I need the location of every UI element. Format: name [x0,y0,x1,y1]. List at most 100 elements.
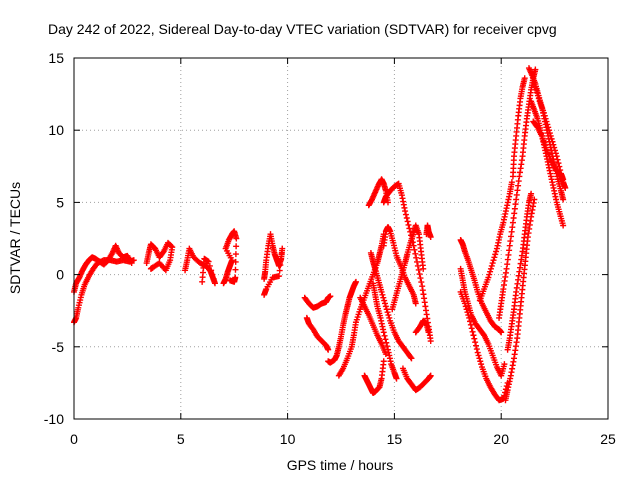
data-point [533,86,540,93]
data-point [382,351,389,358]
data-point [545,124,552,131]
y-tick-label: 10 [48,122,64,138]
data-point [425,329,432,336]
data-point [552,150,559,157]
data-point [477,358,484,365]
data-point [491,254,498,261]
x-tick-label: 25 [600,431,616,447]
data-point [470,332,477,339]
data-point [232,266,239,273]
data-point [379,291,386,298]
data-point [382,336,389,343]
x-tick-label: 10 [280,431,296,447]
data-point [199,278,206,285]
data-point [551,144,558,151]
data-point [427,372,434,379]
data-point [468,325,475,332]
data-point [472,339,479,346]
y-tick-labels: -10 -5 0 5 10 15 [44,50,64,427]
x-tick-label: 15 [387,431,403,447]
data-point [380,294,387,301]
data-point [532,66,539,73]
data-point [474,349,481,356]
data-point [416,271,423,278]
x-axis-label: GPS time / hours [287,457,394,473]
data-point [232,251,239,258]
data-point [206,262,213,269]
data-point [261,291,268,298]
data-point [427,234,434,241]
data-point [486,271,493,278]
data-point [562,184,569,191]
data-point [381,297,388,304]
data-point [469,328,476,335]
data-point [411,246,418,253]
data-point [276,267,283,274]
data-point [211,280,218,287]
data-point [384,309,391,316]
data-point [403,214,410,221]
data-point [463,306,470,313]
data-point [492,251,499,258]
data-point [412,250,419,257]
data-point [412,300,419,307]
data-point [418,279,425,286]
data-point [471,335,478,342]
data-point [549,138,556,145]
y-axis-label: SDTVAR / TECUs [7,182,23,294]
data-point [385,312,392,319]
y-tick-label: -10 [44,411,64,427]
data-point [467,321,474,328]
data-point [541,112,548,119]
data-point [406,225,413,232]
data-point [488,262,495,269]
data-point [543,118,550,125]
data-point [534,89,541,96]
data-point [556,163,563,170]
data-point [407,354,414,361]
data-point [475,352,482,359]
data-point [464,309,471,316]
axis-ticks [73,57,609,420]
data-point [540,109,547,116]
data-point [544,121,551,128]
data-point [487,268,494,275]
data-point [508,179,515,186]
x-tick-label: 0 [70,431,78,447]
data-point [546,130,553,137]
data-point [417,275,424,282]
data-point [557,167,564,174]
data-point [487,265,494,272]
data-points [71,65,569,404]
data-point [552,147,559,154]
data-point [462,303,469,310]
data-point [550,141,557,148]
data-point [560,222,567,229]
data-point [233,235,240,242]
data-point [383,306,390,313]
y-tick-label: 15 [48,50,64,66]
y-tick-label: 0 [56,267,64,283]
data-point [546,127,553,134]
data-point [478,361,485,368]
data-point [402,208,409,215]
chart-title: Day 242 of 2022, Sidereal Day-to-day VTE… [48,21,557,37]
data-point [279,245,286,252]
data-point [128,260,135,267]
data-point [226,277,233,284]
data-point [147,265,154,272]
data-point [542,115,549,122]
data-point [404,218,411,225]
data-point [532,83,539,90]
data-point [402,211,409,218]
data-point [476,355,483,362]
data-point [465,312,472,319]
data-point [405,221,412,228]
data-point [383,339,390,346]
data-point [415,266,422,273]
data-point [501,361,508,368]
data-point [472,342,479,349]
data-point [208,267,215,274]
data-point [380,358,387,365]
